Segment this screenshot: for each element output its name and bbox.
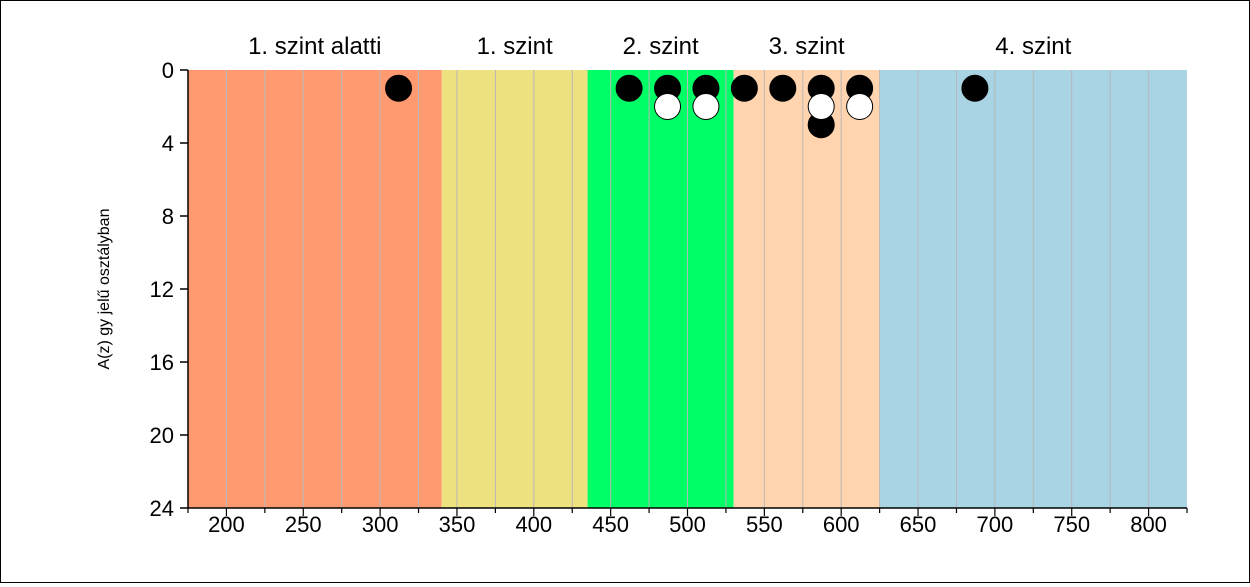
level-band-label: 2. szint xyxy=(623,33,699,60)
data-point-white xyxy=(846,93,874,120)
x-tick-label: 800 xyxy=(1130,512,1167,537)
x-tick-label: 200 xyxy=(208,512,245,537)
x-tick-label: 450 xyxy=(592,512,629,537)
x-tick-label: 650 xyxy=(900,512,937,537)
level-band xyxy=(587,70,734,508)
data-point-white xyxy=(692,93,720,120)
x-tick-label: 600 xyxy=(823,512,860,537)
level-band-label: 1. szint alatti xyxy=(248,33,381,60)
data-point-white xyxy=(807,93,835,120)
x-tick-label: 550 xyxy=(746,512,783,537)
y-tick-label: 24 xyxy=(150,496,174,521)
data-point-black xyxy=(385,74,413,102)
data-point-black xyxy=(615,74,643,102)
level-band-label: 3. szint xyxy=(769,33,845,60)
x-tick-label: 700 xyxy=(977,512,1014,537)
level-band-label: 4. szint xyxy=(995,33,1071,60)
x-tick-label: 750 xyxy=(1053,512,1090,537)
y-tick-label: 0 xyxy=(162,58,174,83)
y-tick-label: 8 xyxy=(162,204,174,229)
grid-layer xyxy=(225,70,1150,508)
y-tick-label: 12 xyxy=(150,277,174,302)
data-point-black xyxy=(769,74,797,102)
points-layer xyxy=(385,74,989,139)
x-tick-label: 350 xyxy=(439,512,476,537)
x-tick-label: 400 xyxy=(515,512,552,537)
x-tick-label: 500 xyxy=(669,512,706,537)
level-band-label: 1. szint xyxy=(477,33,553,60)
level-band xyxy=(441,70,588,508)
level-band xyxy=(733,70,880,508)
level-band xyxy=(188,70,442,508)
data-point-black xyxy=(730,74,758,102)
band-labels-layer: 1. szint alatti 1. szint 2. szint 3. szint 4… xyxy=(248,33,1072,60)
y-tick-label: 16 xyxy=(150,350,174,375)
data-point-white xyxy=(654,93,682,120)
y-axis-label: A(z) gy jelű osztályban xyxy=(96,209,113,370)
y-tick-label: 4 xyxy=(162,131,174,156)
ticks-layer: 0 4 8 12 16 20 24 200 250 300 350 400 450 500 550 600 65… xyxy=(150,58,1188,537)
y-tick-label: 20 xyxy=(150,423,174,448)
data-point-black xyxy=(961,74,989,102)
x-tick-label: 250 xyxy=(285,512,322,537)
x-tick-label: 300 xyxy=(362,512,399,537)
